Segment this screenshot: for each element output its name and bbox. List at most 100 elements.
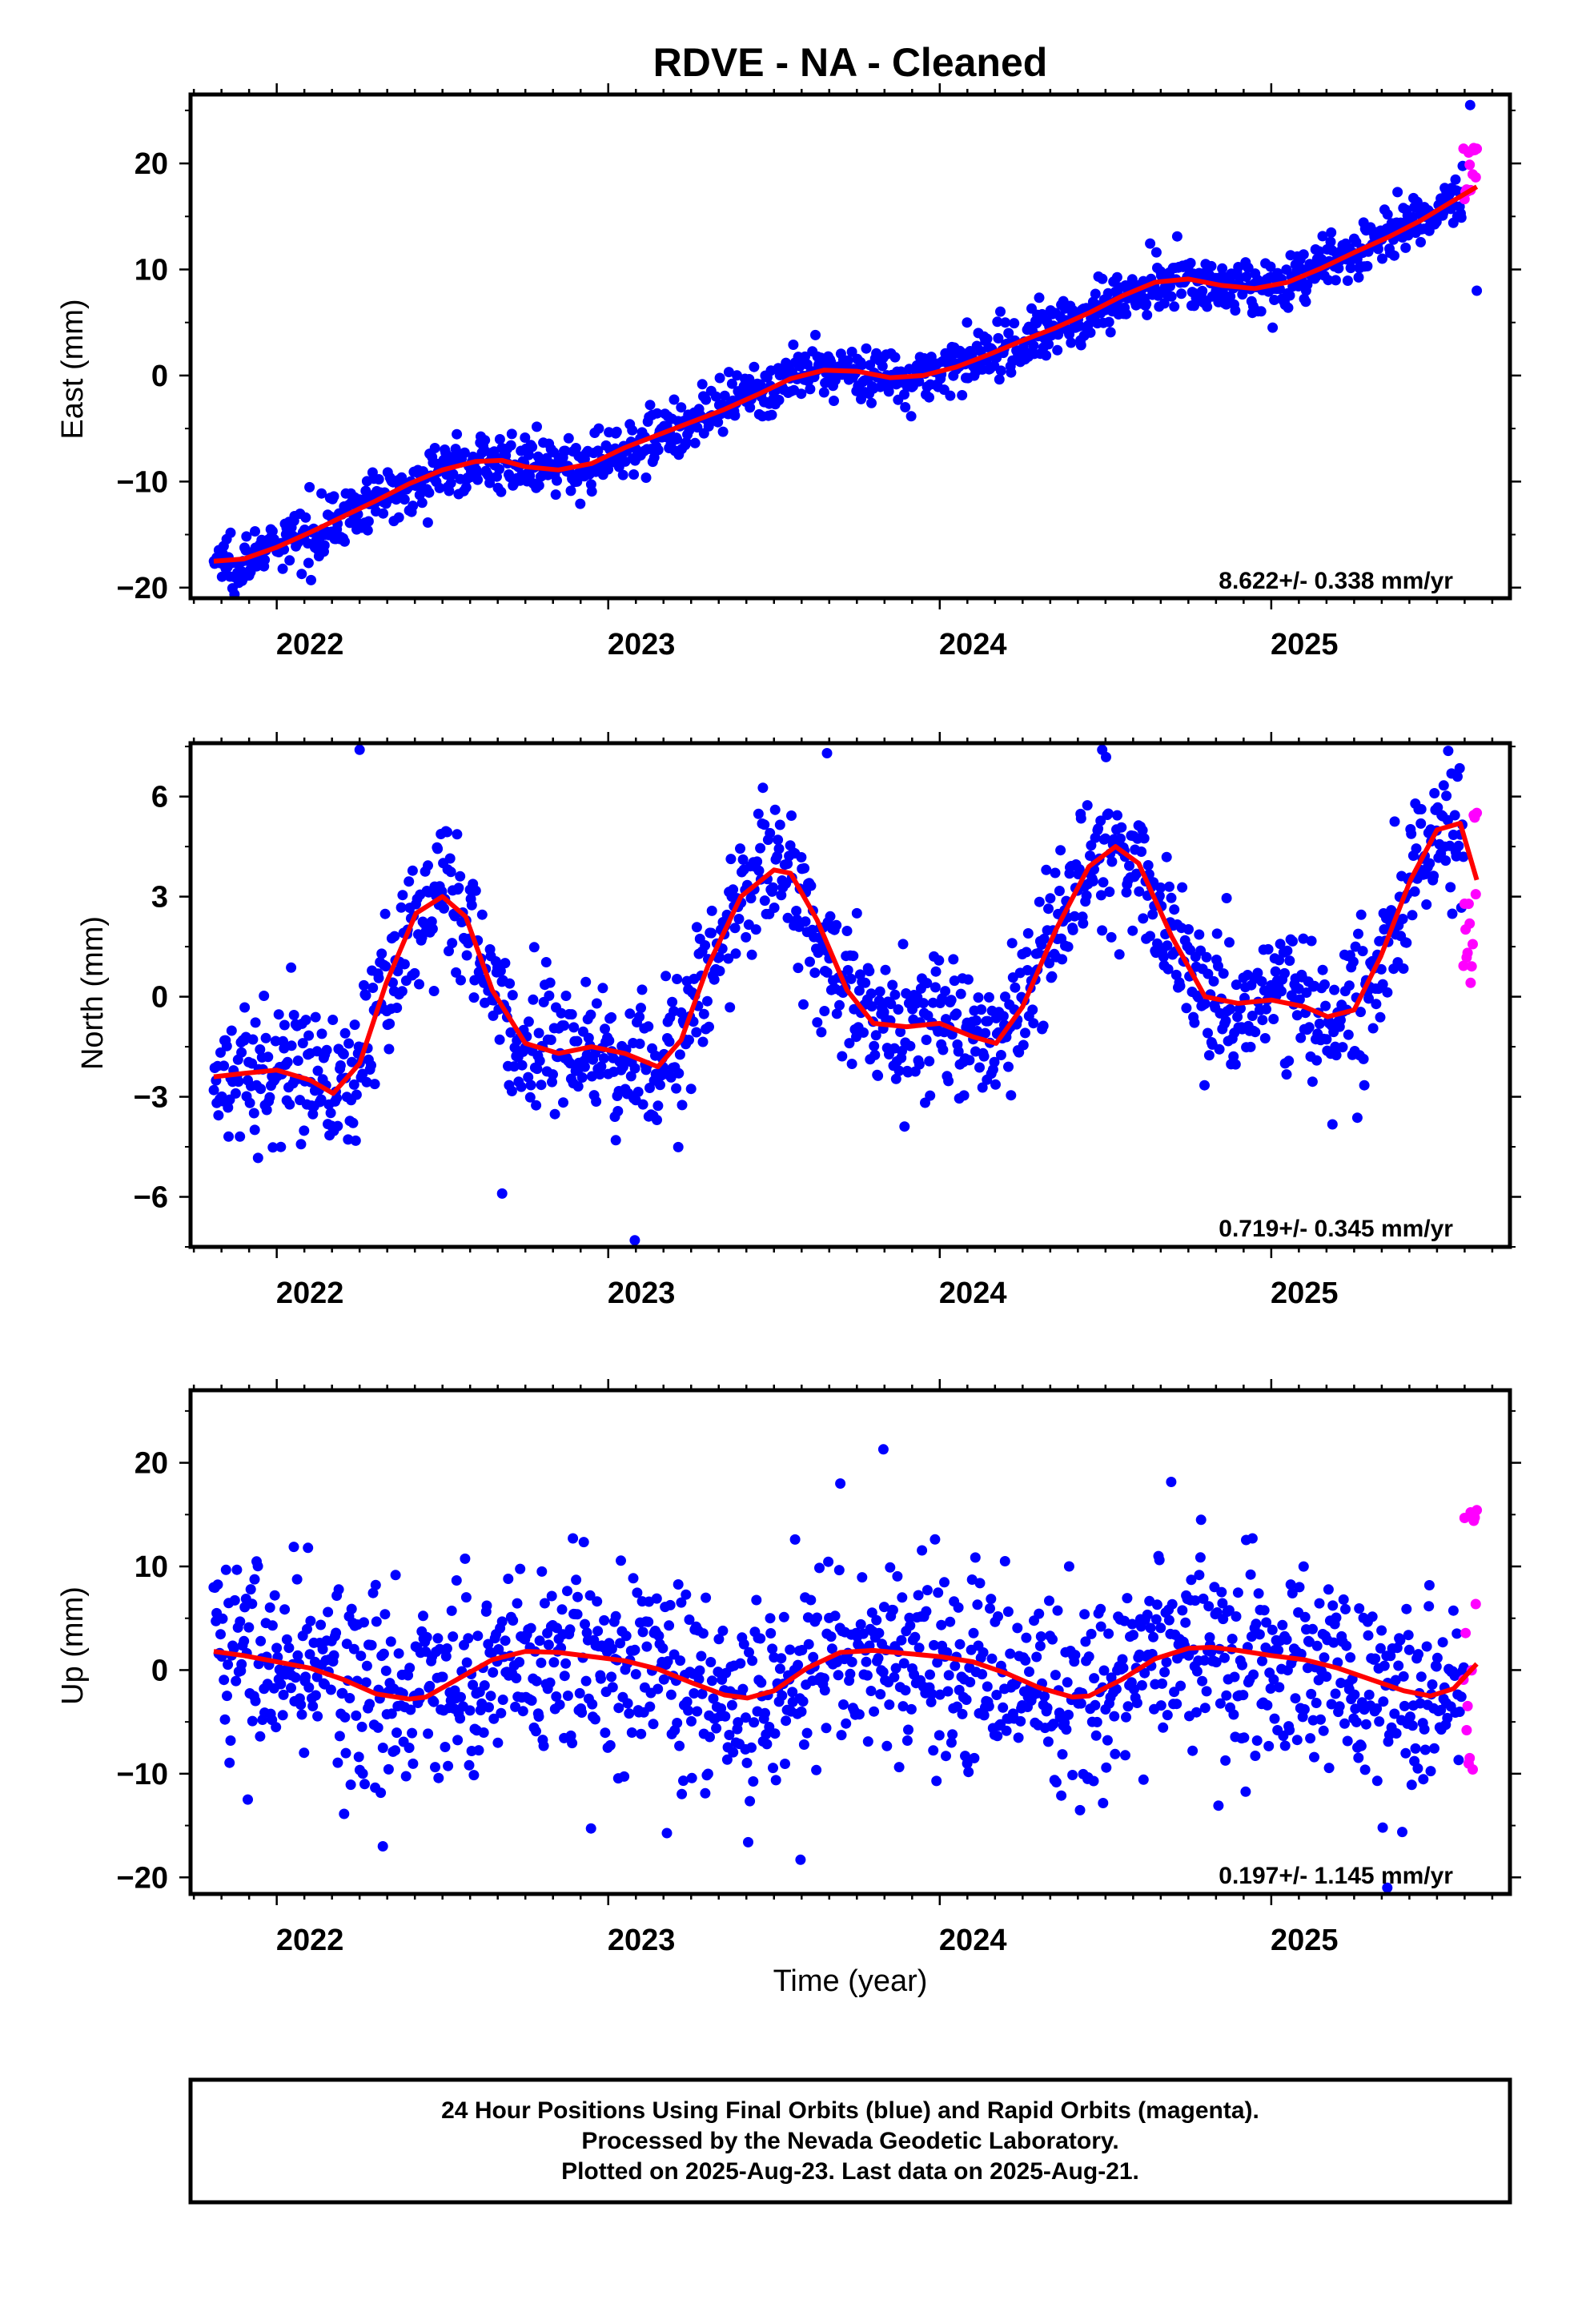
final-orbit-point bbox=[1103, 316, 1114, 328]
final-orbit-point bbox=[1131, 1698, 1142, 1708]
final-orbit-point bbox=[949, 975, 960, 987]
final-orbit-point bbox=[1279, 1740, 1291, 1751]
final-orbit-point bbox=[587, 1699, 598, 1710]
final-orbit-point bbox=[917, 998, 929, 1009]
final-orbit-point bbox=[564, 1624, 576, 1635]
final-orbit-point bbox=[1015, 1715, 1026, 1727]
footer-line-1: 24 Hour Positions Using Final Orbits (bl… bbox=[441, 2097, 1259, 2124]
final-orbit-point bbox=[889, 989, 901, 1000]
final-orbit-point bbox=[1220, 1755, 1231, 1766]
final-orbit-point bbox=[580, 976, 592, 987]
final-orbit-point bbox=[1321, 1034, 1332, 1045]
final-orbit-point bbox=[933, 1587, 944, 1598]
final-orbit-point bbox=[267, 1620, 278, 1631]
plot-frame bbox=[188, 92, 1512, 601]
final-orbit-point bbox=[860, 977, 871, 988]
final-orbit-point bbox=[1351, 1716, 1362, 1727]
final-orbit-point bbox=[755, 842, 766, 854]
final-orbit-point bbox=[1298, 1561, 1309, 1572]
rapid-orbit-point bbox=[1472, 1505, 1483, 1516]
final-orbit-point bbox=[821, 1723, 832, 1734]
final-orbit-point bbox=[897, 1592, 908, 1603]
final-orbit-point bbox=[842, 355, 853, 366]
final-orbit-point bbox=[1353, 928, 1363, 939]
final-orbit-point bbox=[1086, 840, 1097, 851]
final-orbit-point bbox=[1199, 1703, 1211, 1714]
final-orbit-point bbox=[1027, 1004, 1038, 1015]
final-orbit-point bbox=[946, 1737, 957, 1748]
final-orbit-point bbox=[769, 804, 781, 815]
final-orbit-point bbox=[241, 531, 252, 542]
final-orbit-point bbox=[282, 1056, 293, 1068]
final-orbit-point bbox=[1055, 845, 1066, 856]
final-orbit-point bbox=[721, 1754, 733, 1765]
final-orbit-point bbox=[1314, 1598, 1325, 1609]
final-orbit-point bbox=[1331, 1050, 1342, 1061]
final-orbit-point bbox=[1097, 273, 1108, 284]
final-orbit-point bbox=[255, 1044, 266, 1055]
final-orbit-point bbox=[686, 1772, 697, 1783]
final-orbit-point bbox=[1304, 1636, 1315, 1647]
final-orbit-point bbox=[305, 1615, 316, 1626]
final-orbit-point bbox=[468, 992, 480, 1003]
final-orbit-point bbox=[1419, 1723, 1430, 1735]
final-orbit-point bbox=[714, 372, 725, 384]
final-orbit-point bbox=[821, 748, 833, 758]
final-orbit-point bbox=[585, 1009, 596, 1020]
final-orbit-point bbox=[1360, 1719, 1371, 1730]
final-orbit-point bbox=[1118, 1663, 1129, 1674]
final-orbit-point bbox=[692, 422, 703, 433]
final-orbit-point bbox=[842, 965, 853, 975]
final-orbit-point bbox=[717, 1625, 729, 1636]
final-orbit-point bbox=[1230, 305, 1241, 316]
final-orbit-point bbox=[983, 1701, 994, 1712]
final-orbit-point bbox=[496, 486, 507, 497]
final-orbit-point bbox=[480, 435, 491, 446]
final-orbit-point bbox=[1095, 1621, 1106, 1632]
final-orbit-point bbox=[901, 1735, 913, 1746]
final-orbit-point bbox=[657, 1642, 669, 1654]
final-orbit-point bbox=[1198, 1593, 1209, 1604]
chart-title: RDVE - NA - Cleaned bbox=[653, 40, 1048, 85]
final-orbit-point bbox=[250, 1017, 261, 1028]
final-orbit-point bbox=[284, 1099, 295, 1110]
final-orbit-point bbox=[231, 1675, 242, 1687]
final-orbit-point bbox=[1105, 327, 1116, 338]
final-orbit-point bbox=[1112, 810, 1122, 821]
final-orbit-point bbox=[880, 964, 891, 975]
final-orbit-point bbox=[1211, 928, 1223, 939]
final-orbit-point bbox=[706, 905, 717, 916]
final-orbit-point bbox=[673, 1579, 684, 1590]
final-orbit-point bbox=[221, 1040, 232, 1051]
final-orbit-point bbox=[307, 1701, 319, 1711]
final-orbit-point bbox=[874, 986, 885, 997]
final-orbit-point bbox=[1247, 1533, 1258, 1544]
final-orbit-point bbox=[992, 1731, 1003, 1742]
final-orbit-point bbox=[1161, 851, 1172, 862]
final-orbit-point bbox=[1228, 1709, 1239, 1720]
final-orbit-point bbox=[893, 1762, 905, 1773]
final-orbit-point bbox=[924, 1055, 935, 1067]
rapid-orbit-point bbox=[1468, 939, 1478, 950]
final-orbit-point bbox=[428, 1696, 440, 1707]
final-orbit-point bbox=[991, 1690, 1002, 1700]
final-orbit-point bbox=[1145, 931, 1155, 942]
final-orbit-point bbox=[1337, 1042, 1348, 1053]
final-orbit-point bbox=[793, 963, 804, 974]
final-orbit-point bbox=[1306, 935, 1317, 947]
final-orbit-point bbox=[551, 1691, 562, 1702]
final-orbit-point bbox=[841, 1718, 852, 1729]
final-orbit-point bbox=[629, 1063, 640, 1074]
final-orbit-point bbox=[1371, 1703, 1383, 1714]
final-orbit-point bbox=[478, 1727, 489, 1738]
final-orbit-point bbox=[1067, 924, 1078, 935]
final-orbit-point bbox=[1142, 309, 1153, 320]
final-orbit-point bbox=[1018, 1039, 1029, 1051]
final-orbit-point bbox=[288, 1542, 299, 1553]
final-orbit-point bbox=[442, 826, 452, 838]
final-orbit-point bbox=[887, 979, 898, 991]
final-orbit-point bbox=[451, 967, 462, 978]
final-orbit-point bbox=[613, 1703, 624, 1714]
final-orbit-point bbox=[559, 1671, 570, 1682]
final-orbit-point bbox=[811, 1764, 822, 1775]
